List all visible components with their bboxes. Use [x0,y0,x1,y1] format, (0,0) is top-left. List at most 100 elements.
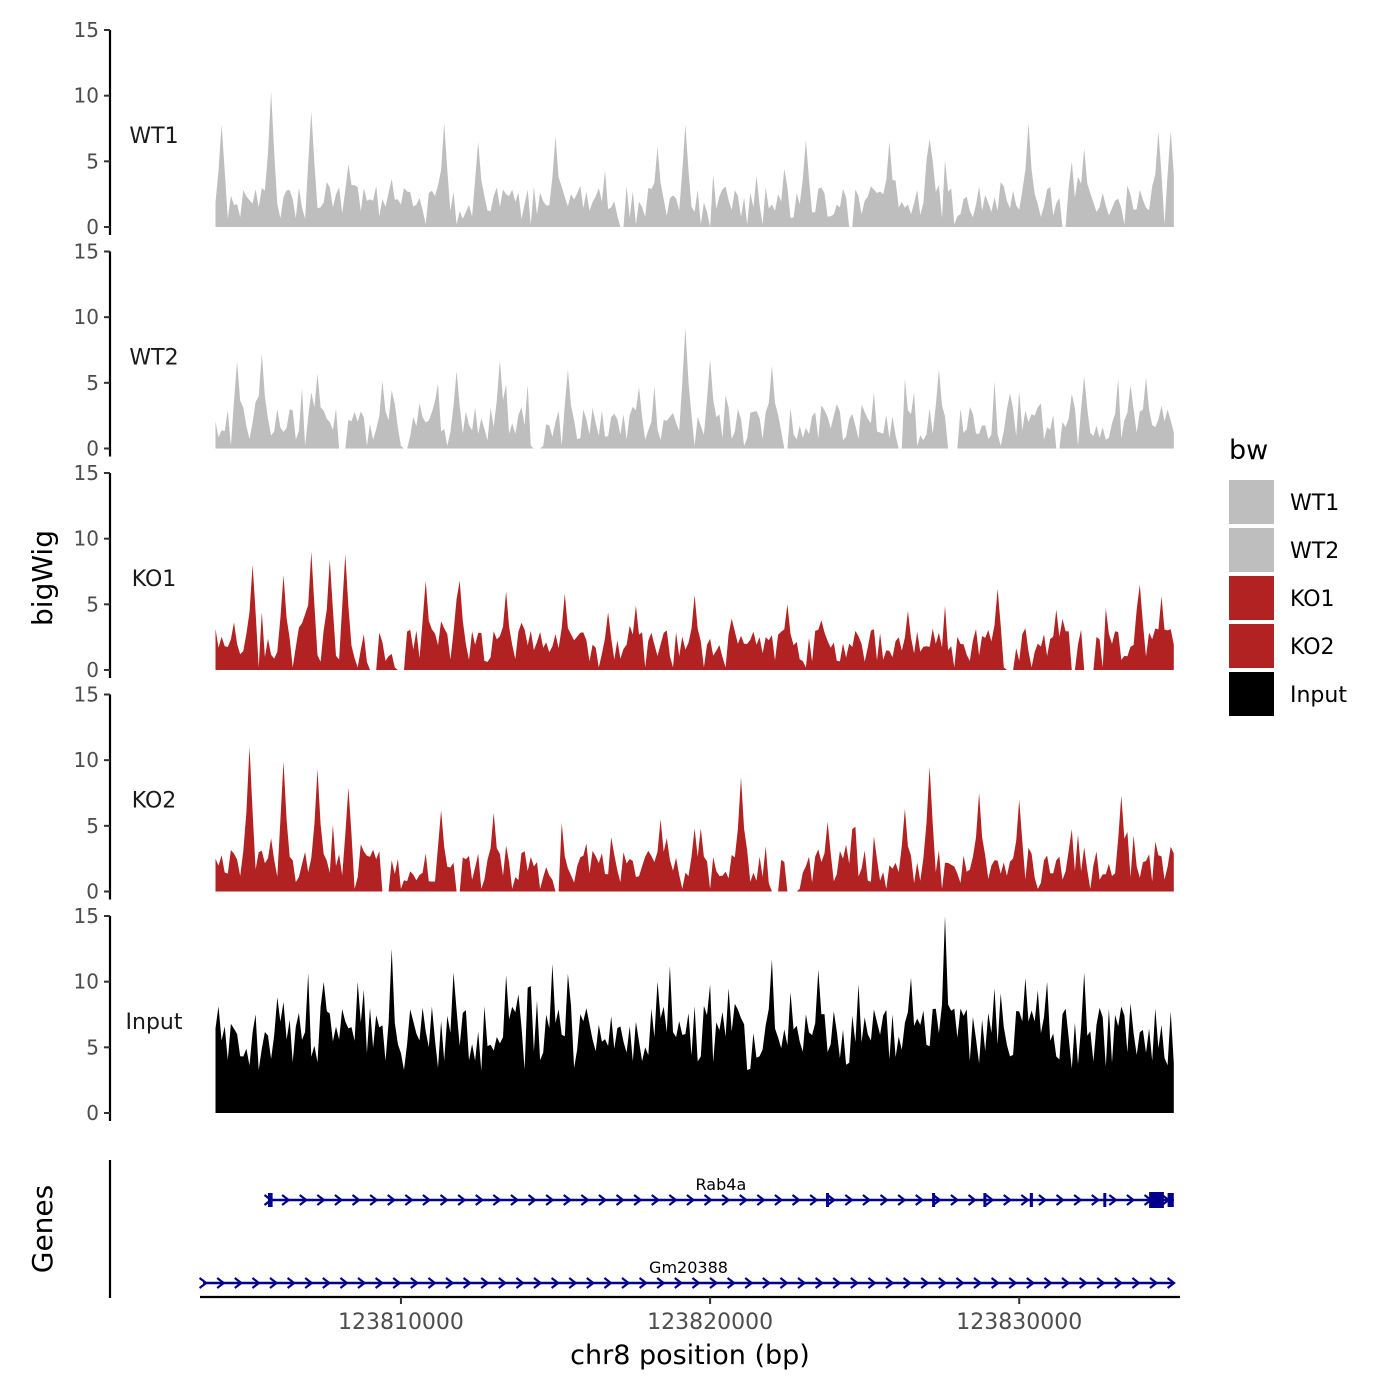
strand-arrow [322,1277,332,1289]
strand-arrow [357,1277,367,1289]
strand-arrow [387,1194,397,1206]
x-axis: 123810000 123820000 123830000 [200,1295,1180,1335]
strand-arrow [281,1194,291,1206]
strand-arrow [234,1277,244,1289]
strand-arrow [374,1277,384,1289]
strand-arrow [832,1277,842,1289]
strand-arrow [198,1277,208,1289]
strand-arrow [674,1277,684,1289]
strand-arrow [251,1277,261,1289]
y-tick-label: 0 [86,658,99,682]
y-axis-title: bigWig [26,530,59,626]
y-tick-label: 15 [74,461,99,485]
strand-arrow [603,1277,613,1289]
strand-arrow [932,1194,942,1206]
strand-arrow [744,1277,754,1289]
legend-label-input: Input [1290,683,1347,708]
coverage-area-ko1 [215,551,1174,670]
strand-arrow [533,1277,543,1289]
x-tick-label: 123830000 [956,1310,1082,1335]
strand-arrow [1038,1194,1048,1206]
strand-arrow [580,1194,590,1206]
strand-arrow [809,1194,819,1206]
strand-arrow [827,1194,837,1206]
track-ko2: 0 5 10 15 KO2 [74,683,1174,904]
strand-arrow [633,1194,643,1206]
strand-arrow [510,1194,520,1206]
strand-arrow [791,1194,801,1206]
legend-label-wt1: WT1 [1290,491,1339,516]
y-tick-label: 15 [74,18,99,42]
coverage-area-ko2 [215,747,1174,892]
strand-arrow [1073,1194,1083,1206]
legend-swatch-wt1 [1229,480,1274,524]
strand-arrow [568,1277,578,1289]
strand-arrow [299,1194,309,1206]
strand-arrow [1061,1277,1071,1289]
strand-arrow [1114,1277,1124,1289]
exon [826,1193,829,1207]
strand-arrow [216,1277,226,1289]
strand-arrow [1126,1194,1136,1206]
strand-arrow [586,1277,596,1289]
strand-arrow [897,1194,907,1206]
strand-arrow [439,1194,449,1206]
strand-arrow [879,1194,889,1206]
strand-arrow [369,1194,379,1206]
strand-arrow [445,1277,455,1289]
strand-arrow [638,1277,648,1289]
strand-arrow [462,1277,472,1289]
legend-swatch-wt2 [1229,528,1274,572]
gene-rab4a: Rab4a [263,1175,1174,1208]
y-tick-label: 5 [86,371,99,395]
legend-swatch-input [1229,672,1274,716]
x-tick-label: 123810000 [338,1310,464,1335]
y-tick-label: 5 [86,592,99,616]
strand-arrow [967,1194,977,1206]
exon [932,1193,936,1207]
strand-arrow [1043,1277,1053,1289]
strand-arrow [480,1277,490,1289]
strand-arrow [1091,1194,1101,1206]
strand-arrow [686,1194,696,1206]
y-tick-label: 0 [86,1101,99,1125]
strand-arrow [615,1194,625,1206]
genes-axis-title: Genes [26,1185,59,1273]
strand-arrow [422,1194,432,1206]
strand-arrow [814,1277,824,1289]
strand-arrow [950,1194,960,1206]
strand-arrow [1131,1277,1141,1289]
strand-arrow [269,1277,279,1289]
strand-arrow [475,1194,485,1206]
gene-gm20388: Gm20388 [198,1258,1176,1289]
coverage-area-input [215,916,1174,1113]
strand-arrow [973,1277,983,1289]
strand-arrow [739,1194,749,1206]
strand-arrow [920,1277,930,1289]
strand-arrow [867,1277,877,1289]
strand-arrow [691,1277,701,1289]
strand-arrow [1149,1277,1159,1289]
exon [1167,1193,1174,1207]
coverage-tracks: 0 5 10 15 WT1 0 5 10 15 WT2 0 5 10 15 KO1 0 5 10 15 KO2 0 5 10… [74,18,1174,1125]
legend-title: bw [1229,435,1268,466]
y-tick-label: 15 [74,683,99,707]
y-tick-label: 5 [86,1035,99,1059]
strand-arrow [902,1277,912,1289]
strand-arrow [1108,1194,1118,1206]
strand-arrow [1055,1194,1065,1206]
strand-arrow [1020,1194,1030,1206]
strand-arrow [862,1194,872,1206]
strand-arrow [885,1277,895,1289]
y-tick-label: 0 [86,880,99,904]
strand-arrow [304,1277,314,1289]
strand-arrow [938,1277,948,1289]
y-tick-label: 10 [74,527,99,551]
track-wt1: 0 5 10 15 WT1 [74,18,1174,239]
strand-arrow [598,1194,608,1206]
track-input: 0 5 10 15 Input [74,904,1174,1125]
y-tick-label: 10 [74,748,99,772]
x-axis-title: chr8 position (bp) [570,1340,810,1371]
strand-arrow [392,1277,402,1289]
track-label-wt1: WT1 [129,124,178,149]
